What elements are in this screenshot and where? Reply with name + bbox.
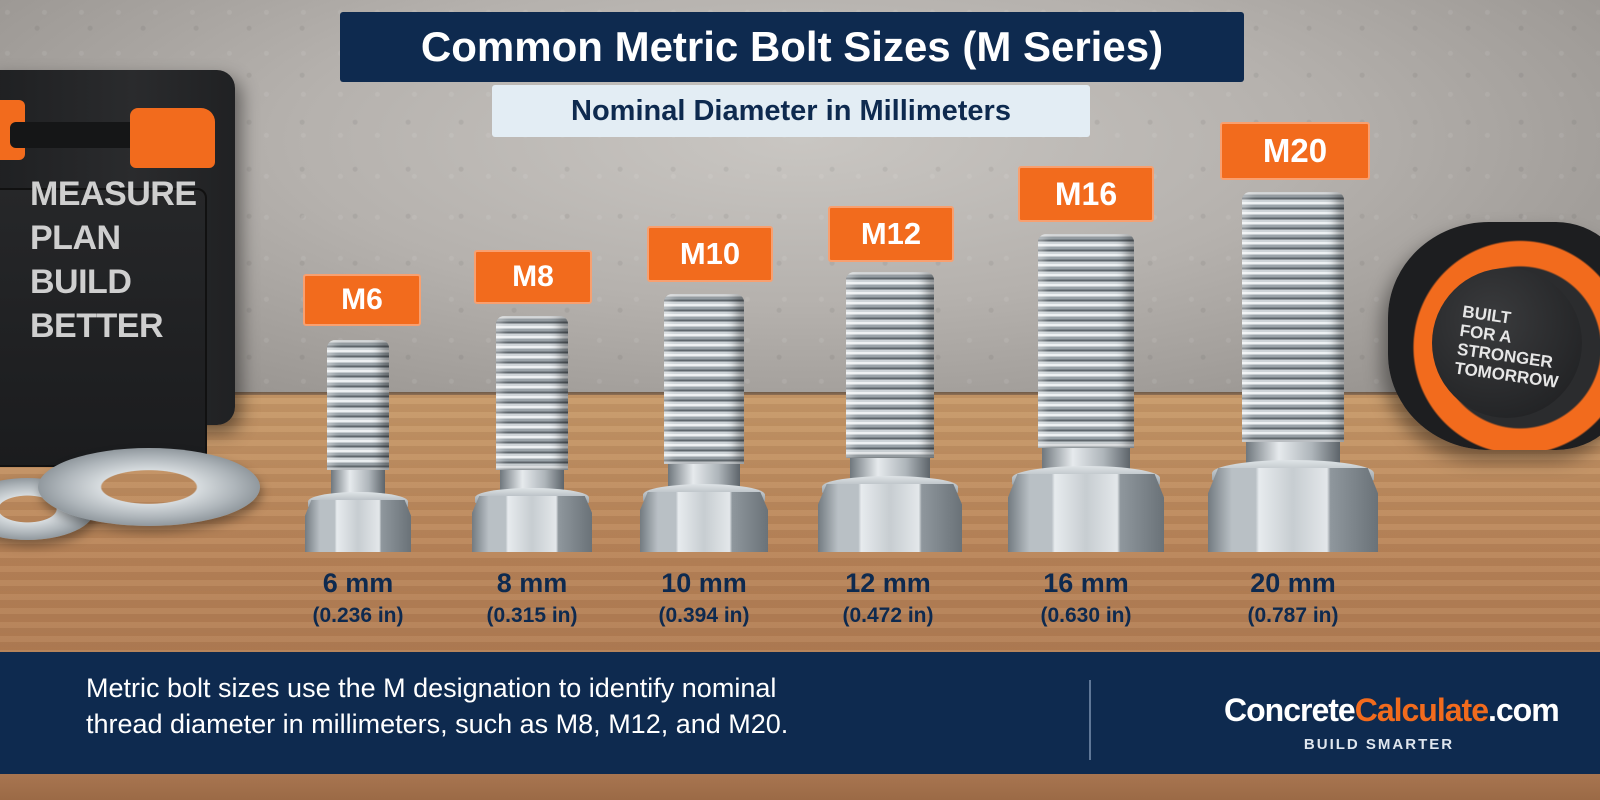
tool-case-line: MEASURE bbox=[30, 175, 197, 213]
bolt-inch-label: (0.787 in) bbox=[1247, 604, 1339, 627]
bolt-thread bbox=[664, 294, 744, 464]
tool-case bbox=[0, 70, 235, 467]
bolt-size-badge: M20 bbox=[1220, 122, 1370, 180]
bolt-mm-label: 20 mm bbox=[1250, 568, 1336, 598]
tool-case-handle bbox=[0, 100, 225, 168]
brand-tagline: BUILD SMARTER bbox=[1303, 736, 1455, 753]
bolt-thread bbox=[846, 272, 934, 458]
bolt-inch-label: (0.394 in) bbox=[658, 604, 750, 627]
tool-case-panel bbox=[0, 188, 207, 467]
brand-part-concrete: Concrete bbox=[1224, 692, 1356, 728]
washer-icon bbox=[38, 448, 260, 526]
bolt-head bbox=[1008, 474, 1164, 552]
tool-case-text: MEASURE PLAN BUILD BETTER bbox=[30, 172, 197, 348]
bolt-size-badge: M10 bbox=[647, 226, 773, 282]
page-title: Common Metric Bolt Sizes (M Series) bbox=[340, 12, 1244, 82]
tool-case-line: BETTER bbox=[30, 307, 163, 345]
footer-description: Metric bolt sizes use the M designation … bbox=[86, 670, 986, 742]
bolt-head bbox=[472, 496, 592, 552]
bolt-neck bbox=[331, 470, 385, 496]
bolt-thread bbox=[1242, 192, 1344, 442]
bolt-head bbox=[818, 484, 962, 552]
bolt-size-badge: M16 bbox=[1018, 166, 1154, 222]
bolt-size-badge: M8 bbox=[474, 250, 592, 304]
bolt-head bbox=[305, 500, 411, 552]
bolt-thread bbox=[327, 340, 389, 470]
tape-measure-face bbox=[1432, 268, 1582, 418]
bolt-mm-label: 6 mm bbox=[322, 568, 394, 598]
bolt-mm-label: 10 mm bbox=[661, 568, 747, 598]
brand-part-domain: .com bbox=[1487, 692, 1560, 728]
tool-case-line: BUILD bbox=[30, 263, 132, 301]
bolt-inch-label: (0.472 in) bbox=[842, 604, 934, 627]
footer-line: thread diameter in millimeters, such as … bbox=[86, 709, 789, 739]
brand-logo: ConcreteCalculate.com bbox=[1224, 692, 1560, 729]
bolt-thread bbox=[496, 316, 568, 470]
bolt-mm-label: 8 mm bbox=[496, 568, 568, 598]
bolt-inch-label: (0.315 in) bbox=[486, 604, 578, 627]
bolt-inch-label: (0.236 in) bbox=[312, 604, 404, 627]
bolt-mm-label: 16 mm bbox=[1043, 568, 1129, 598]
footer-divider bbox=[1089, 680, 1091, 760]
bolt-size-badge: M6 bbox=[303, 274, 421, 326]
bolt-mm-label: 12 mm bbox=[845, 568, 931, 598]
tool-case-line: PLAN bbox=[30, 219, 121, 257]
page-subtitle: Nominal Diameter in Millimeters bbox=[492, 85, 1090, 137]
footer-banner bbox=[0, 652, 1600, 774]
bolt-thread bbox=[1038, 234, 1134, 448]
bolt-inch-label: (0.630 in) bbox=[1040, 604, 1132, 627]
footer-line: Metric bolt sizes use the M designation … bbox=[86, 673, 777, 703]
bolt-head bbox=[640, 492, 768, 552]
bolt-head bbox=[1208, 468, 1378, 552]
bolt-size-badge: M12 bbox=[828, 206, 954, 262]
table-bottom-strip bbox=[0, 774, 1600, 800]
brand-part-calculate: Calculate bbox=[1354, 692, 1489, 728]
